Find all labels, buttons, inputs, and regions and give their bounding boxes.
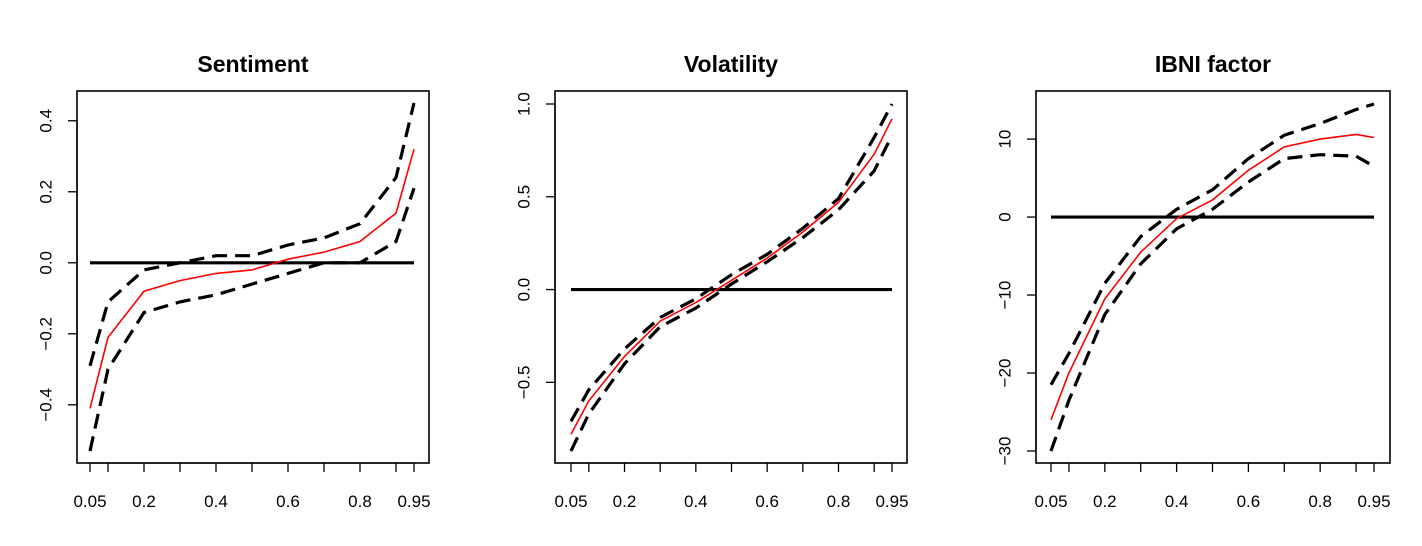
x-tick-label: 0.6	[755, 492, 779, 511]
y-tick-label: 10	[995, 130, 1014, 149]
plot-frame	[76, 90, 430, 464]
series-estimate-line	[570, 118, 893, 435]
y-tick-label: 0.0	[36, 251, 55, 275]
series-lower-band-line	[1049, 153, 1375, 452]
plot-frame	[554, 90, 908, 464]
series-upper-band-line	[88, 102, 416, 367]
y-tick-label: −0.4	[36, 388, 55, 422]
y-tick-label: 0.5	[514, 185, 533, 209]
x-tick-label: 0.4	[204, 492, 228, 511]
chart-panel-2: Volatility 0.05 0.2 0.4 0.6 0.8 0.95 −0.5 0.0 0.5…	[514, 51, 908, 511]
y-tick-label: −0.5	[514, 366, 533, 400]
x-tick-label: 0.8	[348, 492, 372, 511]
chart-title: IBNI factor	[1155, 51, 1271, 77]
x-tick-label: 0.05	[554, 492, 587, 511]
y-tick-label: −10	[995, 281, 1014, 310]
plot-frame	[1035, 90, 1391, 464]
chart-title: Sentiment	[197, 51, 309, 77]
y-tick-label: 0.2	[36, 180, 55, 204]
x-tick-label: 0.6	[276, 492, 300, 511]
x-tick-label: 0.2	[613, 492, 637, 511]
x-tick-label: 0.8	[827, 492, 851, 511]
series-estimate-line	[89, 148, 415, 409]
x-tick-label: 0.2	[132, 492, 156, 511]
x-tick-label: 0.4	[684, 492, 708, 511]
x-tick-label: 0.6	[1237, 492, 1261, 511]
series-estimate-line	[1050, 133, 1375, 421]
y-tick-label: −20	[995, 359, 1014, 388]
y-tick-label: −0.2	[36, 317, 55, 351]
x-tick-label: 0.95	[397, 492, 430, 511]
y-tick-label: 0	[995, 212, 1014, 221]
x-tick-label: 0.95	[875, 492, 908, 511]
series-upper-band-line	[1049, 102, 1375, 386]
x-tick-label: 0.8	[1308, 492, 1332, 511]
x-tick-label: 0.2	[1093, 492, 1117, 511]
x-tick-label: 0.4	[1165, 492, 1189, 511]
y-tick-label: 0.4	[36, 109, 55, 133]
series-upper-band-line	[569, 103, 894, 423]
x-tick-label: 0.95	[1357, 492, 1390, 511]
y-tick-label: −30	[995, 437, 1014, 466]
series-lower-band-line	[569, 134, 894, 452]
x-tick-label: 0.05	[73, 492, 106, 511]
x-tick-label: 0.05	[1034, 492, 1067, 511]
chart-title: Volatility	[684, 51, 778, 77]
chart-panel-3: IBNI factor 0.05 0.2 0.4 0.6 0.8 0.95 −30 −20 −10…	[995, 51, 1391, 511]
y-tick-label: 0.0	[514, 278, 533, 302]
chart-panel-1: Sentiment 0.05 0.2 0.4 0.6 0.8 0.95 −0.4 −0.2 0.0…	[36, 51, 430, 511]
series-lower-band-line	[88, 187, 416, 452]
y-tick-label: 1.0	[514, 92, 533, 116]
